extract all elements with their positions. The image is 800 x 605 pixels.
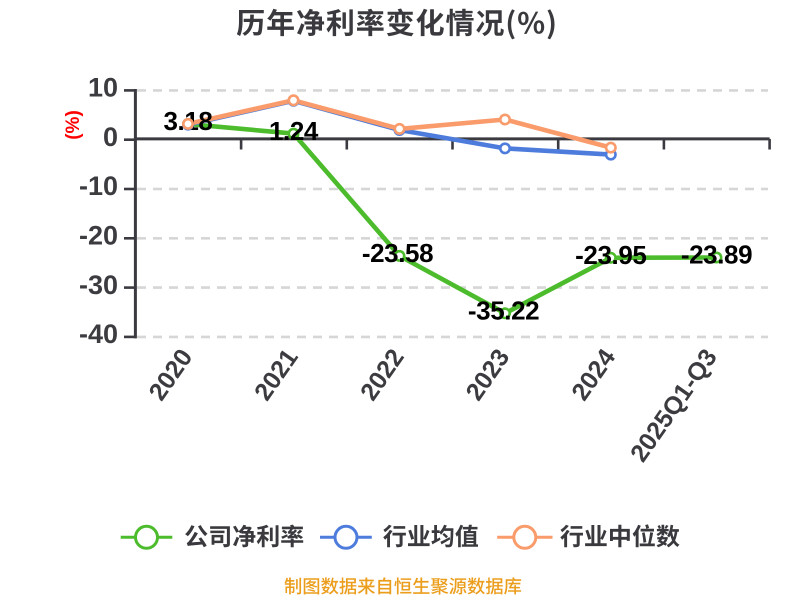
svg-text:0: 0 [103, 122, 118, 152]
svg-text:-30: -30 [79, 270, 118, 300]
svg-text:-10: -10 [79, 171, 118, 201]
svg-text:10: 10 [88, 73, 118, 103]
svg-text:(%): (%) [63, 110, 84, 140]
svg-text:-23.58: -23.58 [362, 238, 433, 268]
svg-text:-35.22: -35.22 [468, 296, 539, 326]
svg-text:-23.95: -23.95 [575, 240, 646, 270]
svg-text:1.24: 1.24 [269, 116, 319, 146]
svg-text:-20: -20 [79, 221, 118, 251]
svg-text:-23.89: -23.89 [681, 240, 752, 270]
svg-text:-40: -40 [79, 319, 118, 349]
